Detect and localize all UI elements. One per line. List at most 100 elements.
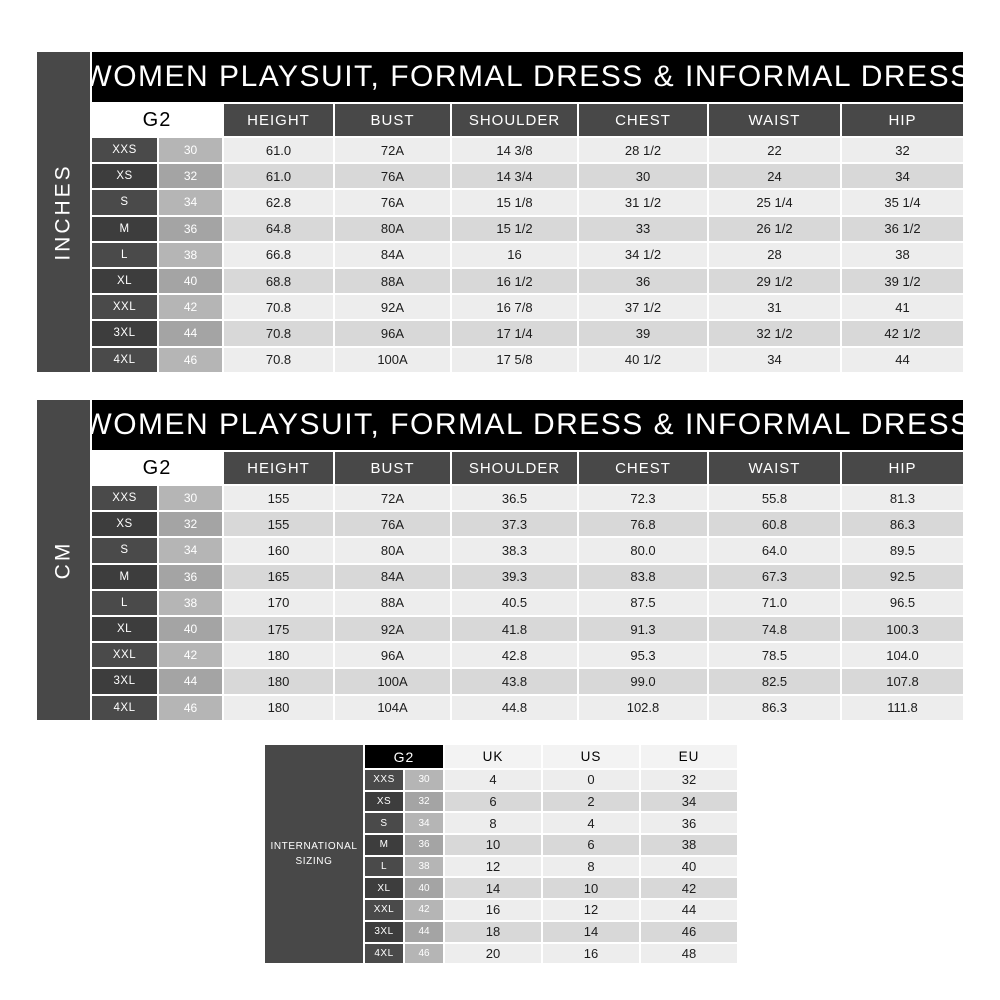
value-cell: 55.8	[709, 486, 840, 511]
value-cell: 82.5	[709, 669, 840, 694]
cm-rows: XXS 30 155 72A 36.5 72.3 55.8 81.3 XS 32 155 76A 37.…	[92, 486, 963, 720]
value-cell: 38	[842, 242, 963, 267]
size-label-cell: XXL	[365, 900, 403, 920]
value-cell: 32	[641, 770, 737, 790]
g2-number-cell: 34	[405, 813, 443, 834]
value-cell: 18	[445, 921, 541, 942]
value-cell: 76A	[335, 190, 450, 215]
value-cell: 72A	[335, 138, 450, 163]
value-cell: 26 1/2	[709, 216, 840, 241]
table-row: 4XL 46 180 104A 44.8 102.8 86.3 111.8	[92, 695, 963, 720]
value-cell: 10	[445, 835, 541, 855]
value-cell: 34 1/2	[579, 242, 707, 267]
value-cell: 2	[543, 791, 639, 812]
international-sizing-table: INTERNATIONAL SIZING G2 UK US EU XXS 30 4 0…	[265, 745, 737, 964]
table-row: XXS 30 61.0 72A 14 3/8 28 1/2 22 32	[92, 138, 963, 163]
value-cell: 34	[842, 164, 963, 189]
value-cell: 38.3	[452, 538, 577, 563]
column-header-chest: CHEST	[579, 452, 707, 484]
g2-number-cell: 46	[159, 695, 222, 720]
g2-number-cell: 38	[405, 856, 443, 877]
g2-number-cell: 30	[159, 138, 222, 163]
value-cell: 155	[224, 512, 333, 537]
value-cell: 28 1/2	[579, 138, 707, 163]
value-cell: 14 3/8	[452, 138, 577, 163]
unit-label: CM	[51, 540, 75, 580]
value-cell: 92A	[335, 616, 450, 642]
value-cell: 155	[224, 486, 333, 511]
value-cell: 25 1/4	[709, 190, 840, 215]
value-cell: 35 1/4	[842, 190, 963, 215]
value-cell: 180	[224, 669, 333, 694]
header-row: G2 HEIGHT BUST SHOULDER CHEST WAIST HIP	[92, 452, 963, 484]
column-header-hip: HIP	[842, 104, 963, 136]
g2-number-cell: 32	[405, 791, 443, 812]
value-cell: 88A	[335, 268, 450, 294]
value-cell: 83.8	[579, 564, 707, 589]
value-cell: 14	[543, 921, 639, 942]
value-cell: 76.8	[579, 512, 707, 537]
size-label-cell: XL	[92, 268, 157, 294]
column-header-bust: BUST	[335, 104, 450, 136]
size-label-cell: XXS	[92, 486, 157, 511]
table-row: 3XL 44 18 14 46	[365, 921, 737, 942]
value-cell: 14 3/4	[452, 164, 577, 189]
value-cell: 0	[543, 770, 639, 790]
g2-number-cell: 46	[159, 347, 222, 372]
table-row: S 34 62.8 76A 15 1/8 31 1/2 25 1/4 35 1/4	[92, 190, 963, 215]
table-row: XL 40 68.8 88A 16 1/2 36 29 1/2 39 1/2	[92, 268, 963, 294]
value-cell: 24	[709, 164, 840, 189]
size-label-cell: 4XL	[92, 347, 157, 372]
value-cell: 64.0	[709, 538, 840, 563]
value-cell: 39.3	[452, 564, 577, 589]
value-cell: 16	[543, 943, 639, 964]
g2-group-header: G2	[365, 745, 443, 768]
column-header-height: HEIGHT	[224, 104, 333, 136]
size-label-cell: L	[92, 242, 157, 267]
value-cell: 175	[224, 616, 333, 642]
value-cell: 41	[842, 295, 963, 320]
value-cell: 80A	[335, 216, 450, 241]
value-cell: 76A	[335, 512, 450, 537]
value-cell: 86.3	[709, 695, 840, 720]
value-cell: 15 1/8	[452, 190, 577, 215]
value-cell: 16 7/8	[452, 295, 577, 320]
value-cell: 76A	[335, 164, 450, 189]
g2-number-cell: 34	[159, 190, 222, 215]
value-cell: 8	[543, 856, 639, 877]
value-cell: 104.0	[842, 643, 963, 668]
g2-number-cell: 44	[405, 921, 443, 942]
cm-unit-sidebar: CM	[37, 400, 90, 720]
value-cell: 66.8	[224, 242, 333, 267]
g2-number-cell: 40	[405, 878, 443, 899]
value-cell: 84A	[335, 242, 450, 267]
value-cell: 96A	[335, 321, 450, 346]
g2-number-cell: 36	[405, 835, 443, 855]
size-label-cell: 4XL	[365, 943, 403, 964]
table-row: M 36 165 84A 39.3 83.8 67.3 92.5	[92, 564, 963, 589]
table-row: XXL 42 16 12 44	[365, 900, 737, 920]
value-cell: 6	[445, 791, 541, 812]
table-row: S 34 8 4 36	[365, 813, 737, 834]
size-label-cell: XS	[92, 512, 157, 537]
value-cell: 4	[543, 813, 639, 834]
value-cell: 71.0	[709, 590, 840, 615]
value-cell: 16	[445, 900, 541, 920]
value-cell: 88A	[335, 590, 450, 615]
value-cell: 33	[579, 216, 707, 241]
value-cell: 68.8	[224, 268, 333, 294]
unit-label: INCHES	[51, 163, 75, 261]
value-cell: 89.5	[842, 538, 963, 563]
value-cell: 12	[543, 900, 639, 920]
value-cell: 74.8	[709, 616, 840, 642]
size-label-cell: XS	[365, 791, 403, 812]
international-sizing-label-line1: INTERNATIONAL	[270, 841, 358, 853]
value-cell: 6	[543, 835, 639, 855]
value-cell: 16	[452, 242, 577, 267]
value-cell: 91.3	[579, 616, 707, 642]
value-cell: 34	[709, 347, 840, 372]
value-cell: 8	[445, 813, 541, 834]
size-label-cell: M	[92, 216, 157, 241]
g2-number-cell: 40	[159, 616, 222, 642]
value-cell: 99.0	[579, 669, 707, 694]
